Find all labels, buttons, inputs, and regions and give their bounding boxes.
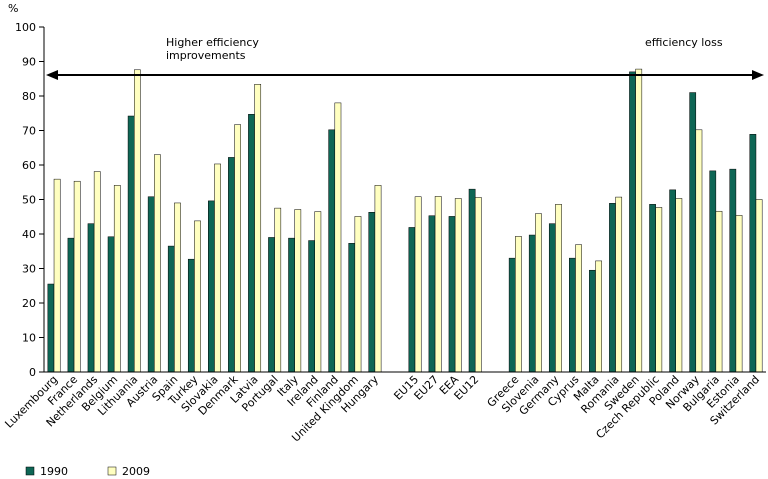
bar-2009-eu12	[474, 197, 482, 373]
x-axis: LuxembourgFranceNetherlandsBelgiumLithua…	[2, 371, 766, 445]
bar-1990-sweden	[629, 71, 636, 373]
bar-2009-sweden	[635, 68, 643, 373]
bar-1990-romania	[609, 203, 616, 373]
bar-2009-bulgaria	[715, 210, 723, 373]
bar-1990-slovenia	[528, 234, 536, 373]
bar-2009-ireland	[314, 211, 322, 373]
bar-2009-belgium	[113, 185, 121, 373]
bar-2009-united-kingdom	[354, 216, 362, 373]
bar-1990-finland	[328, 129, 336, 373]
bar-2009-turkey	[194, 220, 201, 373]
bar-1990-czech-republic	[649, 204, 656, 373]
bar-2009-lithuania	[134, 69, 141, 373]
bar-2009-eea	[454, 198, 462, 373]
bar-1990-eu12	[468, 188, 476, 373]
bar-1990-cyprus	[569, 257, 576, 373]
bar-2009-portugal	[274, 207, 282, 373]
legend-swatch	[25, 466, 35, 476]
bar-1990-slovakia	[208, 200, 215, 373]
bar-2009-eu27	[434, 196, 442, 373]
bar-2009-finland	[334, 102, 342, 373]
bar-1990-italy	[288, 237, 295, 373]
bar-2009-spain	[174, 202, 181, 373]
bar-2009-italy	[294, 209, 302, 373]
bars	[47, 68, 763, 373]
y-tick-label: 50	[22, 194, 36, 207]
y-tick-label: 100	[15, 21, 36, 34]
bar-1990-lithuania	[127, 115, 135, 373]
bar-2009-denmark	[234, 124, 241, 373]
bar-2009-estonia	[735, 215, 743, 373]
bar-1990-switzerland	[749, 134, 757, 373]
bar-1990-poland	[669, 189, 676, 373]
bar-1990-ireland	[308, 240, 315, 373]
legend: 1990 2009	[25, 465, 150, 478]
bar-1990-turkey	[187, 258, 195, 373]
y-tick-label: 20	[22, 297, 36, 310]
bar-1990-eu27	[428, 215, 436, 373]
bar-1990-norway	[689, 92, 697, 373]
bar-2009-germany	[555, 204, 562, 373]
arrow-head-right-icon	[752, 70, 764, 80]
bar-1990-germany	[548, 223, 556, 373]
bar-2009-netherlands	[93, 171, 101, 373]
bar-1990-eu15	[408, 227, 416, 373]
bar-1990-estonia	[729, 168, 737, 373]
y-tick-label: 80	[22, 90, 36, 103]
bar-2009-slovakia	[214, 163, 221, 373]
bar-1990-malta	[589, 269, 596, 373]
y-axis-label: %	[8, 2, 18, 15]
bar-2009-czech-republic	[655, 207, 663, 373]
bar-1990-latvia	[248, 114, 255, 373]
bar-2009-greece	[515, 236, 522, 373]
bar-2009-cyprus	[575, 244, 582, 373]
bar-2009-france	[73, 180, 81, 373]
bar-2009-norway	[695, 129, 703, 373]
bar-2009-latvia	[254, 84, 262, 373]
bar-1990-spain	[167, 245, 175, 373]
bar-2009-poland	[675, 198, 683, 373]
bar-1990-france	[67, 237, 75, 373]
legend-swatch	[107, 466, 117, 476]
bar-1990-netherlands	[87, 223, 95, 373]
bar-1990-austria	[147, 196, 155, 373]
y-tick-label: 60	[22, 159, 36, 172]
bar-2009-eu15	[414, 196, 422, 373]
y-tick-label: 0	[29, 366, 36, 379]
bar-2009-romania	[615, 196, 623, 373]
arrow-annotation: Higher efficiency improvements efficienc…	[46, 36, 764, 80]
bar-1990-denmark	[228, 157, 235, 373]
y-tick-label: 30	[22, 263, 36, 276]
annotation-right: efficiency loss	[645, 36, 723, 49]
y-tick-label: 70	[22, 125, 36, 138]
bar-1990-bulgaria	[709, 170, 717, 373]
bar-1990-hungary	[368, 212, 376, 373]
bar-1990-united-kingdom	[348, 243, 356, 373]
y-axis: 0 10 20 30 40 50 60 70 80 90 100	[15, 21, 45, 379]
bar-2009-malta	[595, 260, 602, 373]
arrow-head-left-icon	[46, 70, 58, 80]
bar-1990-belgium	[107, 236, 115, 373]
bar-2009-hungary	[374, 185, 382, 373]
bar-2009-switzerland	[755, 199, 763, 373]
y-tick-label: 10	[22, 332, 36, 345]
legend-label: 1990	[40, 465, 68, 478]
legend-label: 2009	[122, 465, 150, 478]
annotation-left-line-1: Higher efficiency	[166, 36, 259, 49]
bar-1990-eea	[448, 216, 456, 373]
bar-1990-portugal	[268, 237, 275, 373]
y-tick-label: 40	[22, 228, 36, 241]
bar-2009-luxembourg	[53, 178, 61, 373]
bar-1990-luxembourg	[47, 283, 55, 373]
annotation-left-line-2: improvements	[166, 49, 246, 62]
bar-2009-austria	[154, 154, 161, 373]
bar-1990-greece	[508, 257, 516, 373]
bar-2009-slovenia	[535, 213, 542, 373]
y-tick-label: 90	[22, 56, 36, 69]
